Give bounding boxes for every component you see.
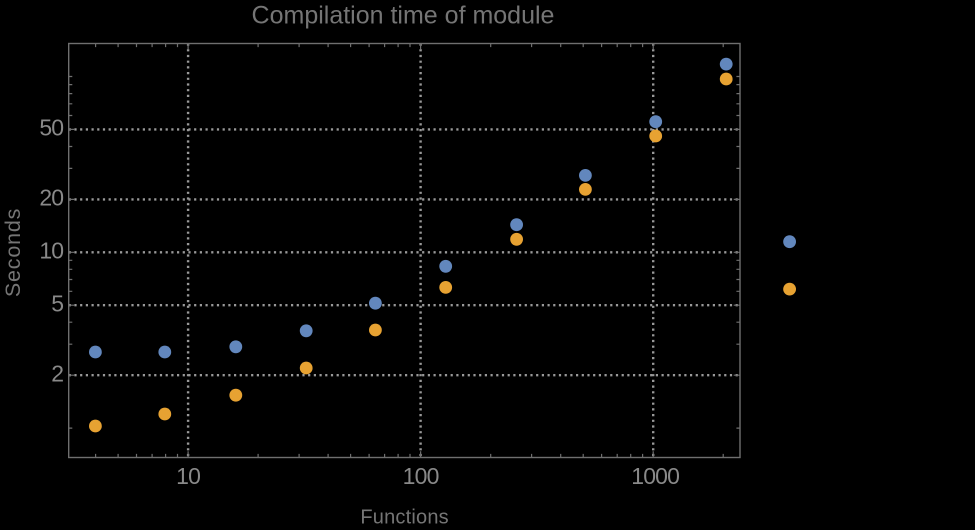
svg-text:50: 50 [39, 115, 63, 141]
svg-text:Seconds: Seconds [1, 208, 25, 297]
svg-text:5: 5 [51, 290, 63, 316]
svg-text:1000: 1000 [631, 463, 679, 489]
svg-text:Functions: Functions [360, 507, 449, 526]
svg-text:Compilation time of module: Compilation time of module [252, 2, 555, 30]
svg-text:20: 20 [39, 185, 63, 211]
svg-text:2: 2 [51, 360, 63, 386]
svg-text:10: 10 [176, 463, 200, 489]
svg-text:100: 100 [403, 463, 439, 489]
svg-text:10: 10 [39, 237, 63, 263]
